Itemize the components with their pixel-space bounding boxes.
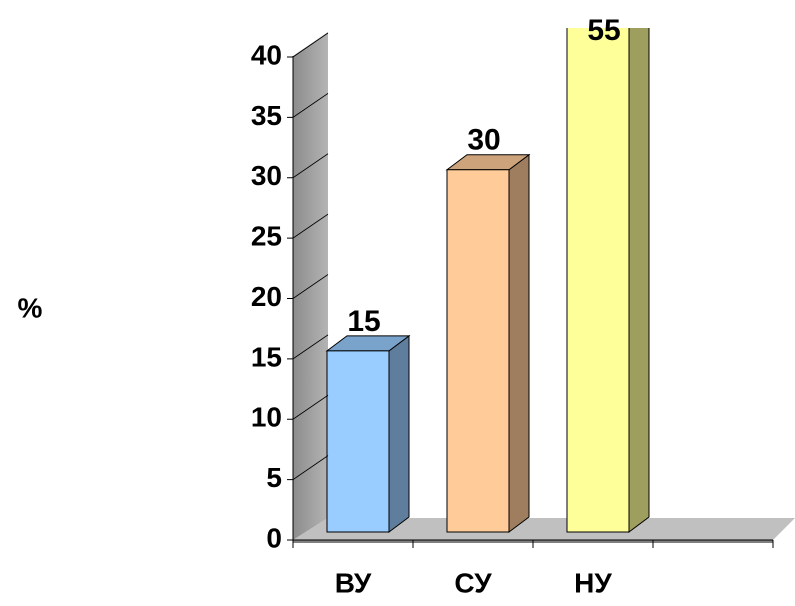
grid-line — [292, 274, 329, 299]
grid-line — [292, 93, 329, 118]
grid-line — [292, 213, 329, 239]
y-axis-label: % — [18, 292, 43, 323]
grid-line — [292, 455, 329, 480]
bar-side — [628, 28, 650, 533]
data-label: 55 — [587, 14, 620, 47]
x-tick-label: СУ — [454, 567, 492, 598]
back-wall — [293, 32, 328, 540]
y-tick-label: 15 — [251, 341, 282, 372]
y-tick-label: 10 — [251, 402, 282, 433]
bar — [566, 28, 630, 533]
data-label: 30 — [467, 124, 500, 157]
bar-side — [388, 334, 410, 533]
floor — [293, 518, 795, 540]
grid-line — [292, 394, 329, 420]
y-tick-label: 30 — [251, 160, 282, 191]
x-tick-label: НУ — [574, 567, 612, 598]
bar — [326, 350, 390, 533]
y-tick-label: 20 — [251, 281, 282, 312]
y-tick-label: 5 — [266, 462, 282, 493]
y-tick-label: 25 — [251, 221, 282, 252]
grid-line — [292, 153, 329, 179]
y-tick-label: 0 — [266, 522, 282, 553]
grid-line — [292, 334, 329, 360]
plot — [325, 28, 650, 533]
bar — [446, 169, 510, 533]
grid-line — [292, 32, 329, 58]
y-tick-label: 35 — [251, 100, 282, 131]
data-label: 15 — [347, 305, 380, 338]
y-tick-label: 40 — [251, 39, 282, 70]
x-tick-label: ВУ — [335, 567, 372, 598]
bar-side — [508, 153, 530, 533]
